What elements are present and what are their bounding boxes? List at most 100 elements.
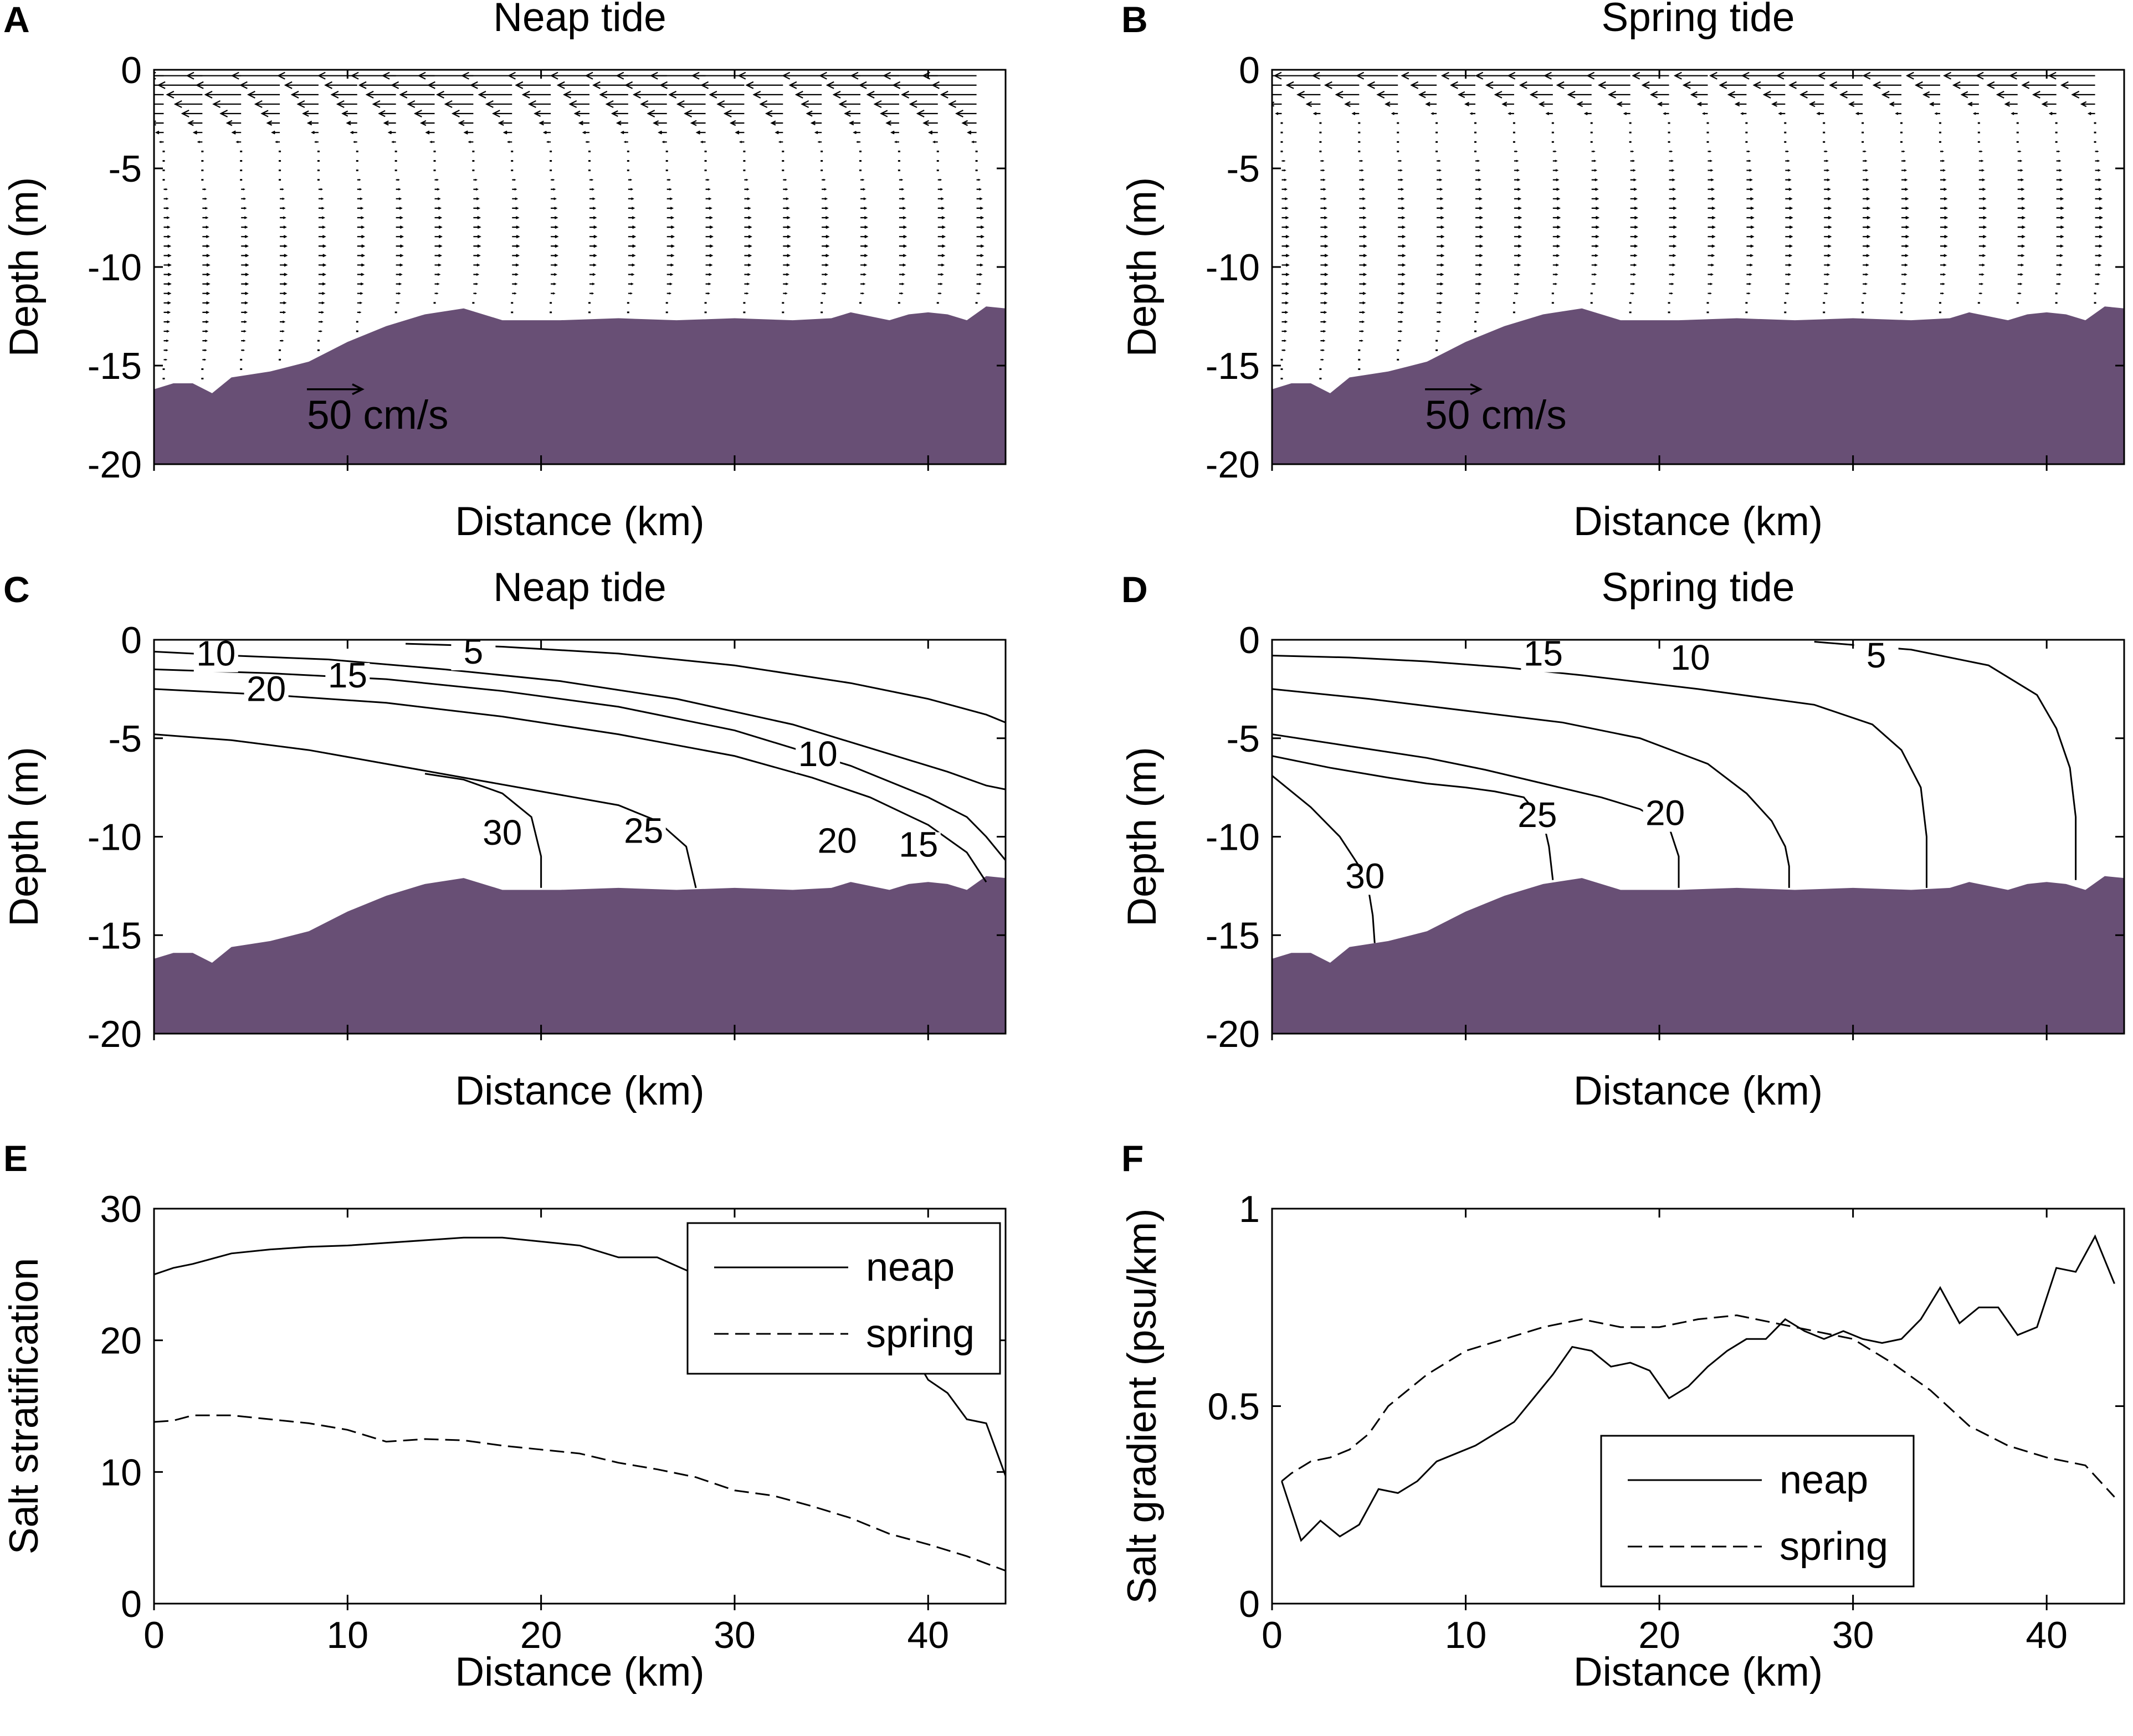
velocity-arrow: [1940, 273, 1946, 276]
velocity-arrow: [860, 188, 866, 191]
velocity-arrow: [473, 207, 481, 210]
velocity-arrow: [1296, 90, 1321, 99]
velocity-arrow: [2056, 225, 2065, 229]
velocity-arrow: [1529, 90, 1553, 99]
velocity-arrow: [241, 216, 248, 219]
velocity-arrow: [1708, 273, 1714, 276]
velocity-arrow: [1475, 188, 1482, 191]
velocity-arrow: [2056, 235, 2064, 239]
velocity-arrow: [1410, 81, 1437, 89]
velocity-arrow: [1824, 273, 1830, 276]
velocity-arrow: [551, 292, 556, 295]
velocity-arrow: [284, 81, 319, 89]
velocity-arrow: [318, 235, 326, 239]
velocity-arrow: [2087, 112, 2095, 115]
velocity-arrow: [163, 273, 172, 276]
velocity-arrow: [1863, 160, 1868, 162]
velocity-arrow: [892, 81, 938, 89]
velocity-arrow: [976, 263, 984, 267]
velocity-arrow: [1398, 160, 1402, 162]
x-tick-label: 40: [2026, 1614, 2068, 1656]
velocity-arrow: [372, 100, 396, 108]
velocity-arrow: [2056, 187, 2064, 191]
velocity-arrow: [1320, 301, 1328, 305]
x-tick-label: 20: [520, 1614, 562, 1656]
velocity-arrow: [1863, 206, 1871, 210]
velocity-arrow: [737, 71, 783, 80]
velocity-arrow: [1746, 235, 1755, 239]
velocity-arrow: [909, 100, 938, 108]
velocity-arrow: [318, 291, 326, 295]
velocity-arrow: [589, 273, 596, 276]
velocity-arrow: [1275, 112, 1282, 115]
velocity-arrow: [434, 235, 443, 239]
contour-line: [154, 733, 697, 888]
velocity-arrow: [1708, 263, 1715, 267]
velocity-arrow: [2095, 273, 2101, 276]
velocity-arrow: [1978, 206, 1987, 210]
velocity-arrow: [280, 320, 286, 323]
velocity-arrow: [1591, 187, 1599, 191]
velocity-arrow: [1940, 150, 1944, 153]
velocity-arrow: [271, 130, 280, 135]
velocity-arrow: [937, 263, 945, 267]
velocity-arrow: [1591, 244, 1599, 248]
velocity-arrow: [1437, 263, 1445, 267]
velocity-arrow: [324, 81, 357, 89]
velocity-arrow: [1771, 101, 1786, 107]
velocity-arrow: [822, 225, 830, 229]
velocity-arrow: [202, 282, 211, 286]
velocity-arrow: [1863, 263, 1869, 267]
velocity-arrow: [396, 273, 403, 276]
velocity-arrow: [1552, 150, 1557, 153]
velocity-arrow: [1901, 187, 1909, 191]
velocity-arrow: [1475, 197, 1483, 201]
velocity-arrow: [1776, 71, 1824, 80]
velocity-arrow: [1746, 273, 1752, 276]
velocity-arrow: [1863, 150, 1867, 153]
velocity-arrow: [551, 263, 558, 267]
velocity-arrow: [241, 349, 245, 351]
velocity-arrow: [318, 273, 326, 276]
velocity-arrow: [241, 273, 249, 276]
velocity-arrow: [937, 178, 942, 181]
velocity-arrow: [1591, 263, 1598, 266]
velocity-arrow: [357, 311, 362, 314]
velocity-arrow: [1514, 244, 1522, 248]
contour-label-bg: [1342, 864, 1387, 895]
velocity-arrow: [838, 100, 861, 108]
velocity-arrow: [1359, 244, 1367, 248]
velocity-arrow: [976, 235, 985, 239]
contour-label: 30: [1345, 856, 1385, 896]
velocity-arrow: [2017, 263, 2024, 267]
velocity-arrow: [1359, 301, 1366, 305]
velocity-arrow: [1501, 101, 1514, 107]
velocity-arrow: [666, 283, 673, 285]
velocity-arrow: [413, 110, 435, 118]
velocity-arrow: [1281, 311, 1289, 314]
velocity-arrow: [318, 188, 324, 191]
velocity-arrow: [1785, 169, 1791, 172]
velocity-arrow: [1682, 81, 1708, 89]
velocity-arrow: [1391, 112, 1398, 115]
velocity-arrow: [202, 197, 208, 200]
velocity-arrow: [1281, 273, 1290, 276]
velocity-arrow: [311, 131, 319, 135]
velocity-arrow: [1905, 71, 1940, 80]
velocity-arrow: [1708, 206, 1716, 210]
velocity-arrow: [1437, 321, 1442, 323]
velocity-arrow: [1978, 235, 1987, 239]
velocity-arrow: [739, 141, 745, 143]
y-tick-label: -20: [1206, 444, 1260, 486]
legend-box: [1600, 1435, 1915, 1588]
velocity-arrow: [280, 197, 285, 200]
velocity-arrow: [1398, 207, 1406, 210]
velocity-arrow: [181, 110, 203, 118]
velocity-arrow: [1440, 71, 1476, 80]
velocity-arrow: [2017, 169, 2023, 172]
contour-line: [424, 773, 542, 888]
velocity-arrow: [1305, 101, 1321, 107]
velocity-arrow: [1359, 273, 1367, 276]
velocity-arrow: [280, 311, 286, 314]
velocity-arrow: [783, 244, 791, 248]
